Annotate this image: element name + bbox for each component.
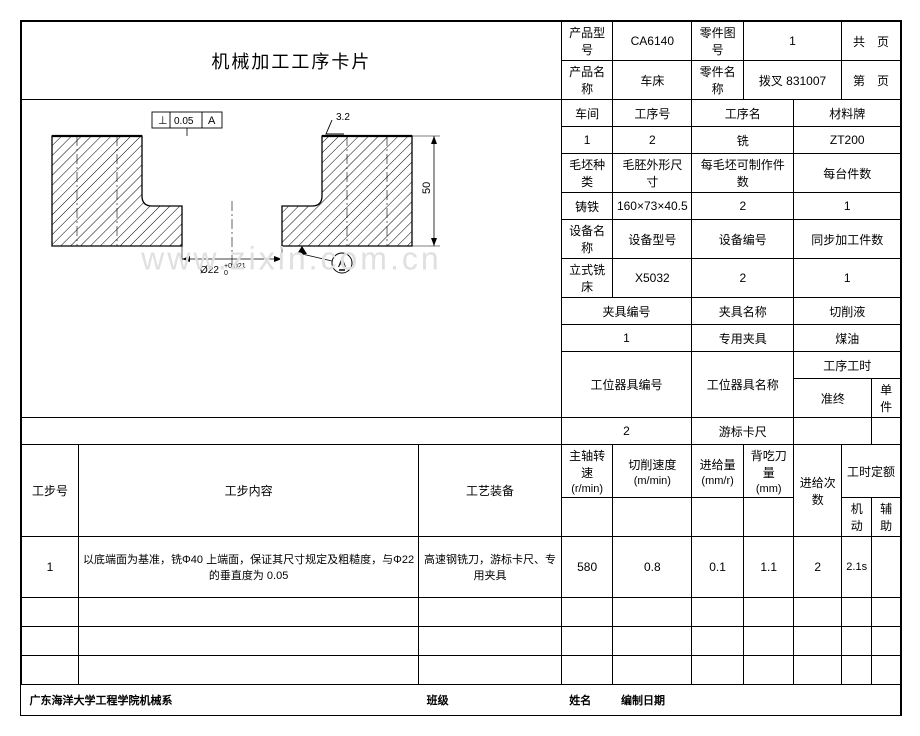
time-unit-val [872,418,901,445]
workshop-label: 车间 [561,100,613,127]
card-title: 机械加工工序卡片 [22,22,562,100]
table-row [22,627,901,656]
cell-cut: 0.8 [613,537,692,598]
process-name: 铣 [692,127,794,154]
cell-feed: 0.1 [692,537,744,598]
coolant: 煤油 [794,325,901,352]
h-depth: 背吃刀量(mm) [744,445,794,498]
equip-model: X5032 [613,259,692,298]
blank-size-label: 毛胚外形尺寸 [613,154,692,193]
equip-name: 立式铣床 [561,259,613,298]
time-unit-label: 单件 [872,379,901,418]
h-passes: 进给次数 [794,445,842,537]
time-prep-label: 准终 [794,379,872,418]
material: ZT200 [794,127,901,154]
h-equip: 工艺装备 [419,445,562,537]
cell-step: 1 [22,537,79,598]
proc-time-label: 工序工时 [794,352,901,379]
svg-text:A: A [338,256,346,270]
svg-text:A: A [208,115,216,127]
h-machine: 机动 [842,498,872,537]
blank-type: 铸铁 [561,193,613,220]
h-content: 工步内容 [79,445,419,537]
prod-model-label: 产品型号 [561,22,613,61]
fixture-no-label: 夹具编号 [561,298,691,325]
footer-date: 编制日期 [621,695,665,707]
svg-text:+0.021: +0.021 [224,263,246,270]
part-name-label: 零件名称 [692,61,744,100]
table-row [22,656,901,685]
table-row: 1 以底端面为基准，铣Φ40 上端面，保证其尺寸规定及粗糙度，与Φ22 的垂直度… [22,537,901,598]
prod-model: CA6140 [613,22,692,61]
cell-equip: 高速钢铣刀，游标卡尺、专用夹具 [419,537,562,598]
fixture-no: 1 [561,325,691,352]
cell-passes: 2 [794,537,842,598]
h-quota: 工时定额 [842,445,901,498]
fixture-name: 专用夹具 [692,325,794,352]
part-drawing: ⊥ 0.05 A 3.2 50 Ø22 [32,106,462,286]
svg-text:3.2: 3.2 [336,112,350,123]
process-name-label: 工序名 [692,100,794,127]
coolant-label: 切削液 [794,298,901,325]
h-aux: 辅助 [872,498,901,537]
equip-no: 2 [692,259,794,298]
footer: 广东海洋大学工程学院机械系 班级 姓名 编制日期 [22,685,901,716]
tool-no: 2 [561,418,691,445]
cell-spindle: 580 [561,537,613,598]
fixture-name-label: 夹具名称 [692,298,794,325]
part-no-label: 零件图号 [692,22,744,61]
page-this: 第 页 [842,61,901,100]
svg-text:Ø22: Ø22 [200,265,219,276]
workshop: 1 [561,127,613,154]
svg-text:0.05: 0.05 [174,116,194,127]
pcs-per: 2 [692,193,794,220]
equip-no-label: 设备编号 [692,220,794,259]
cell-tm: 2.1s [842,537,872,598]
h-spindle: 主轴转速(r/min) [561,445,613,498]
h-feed: 进给量(mm/r) [692,445,744,498]
tool-name-label: 工位器具名称 [692,352,794,418]
footer-name: 姓名 [569,695,591,707]
time-prep-val [794,418,872,445]
drawing-area: ⊥ 0.05 A 3.2 50 Ø22 [22,100,562,418]
svg-text:0: 0 [224,270,228,277]
pcs-batch: 1 [794,193,901,220]
part-name: 拨叉 831007 [744,61,842,100]
table-row [22,598,901,627]
pcs-per-label: 每毛坯可制作件数 [692,154,794,193]
tool-name: 游标卡尺 [692,418,794,445]
tool-no-label: 工位器具编号 [561,352,691,418]
cell-content: 以底端面为基准，铣Φ40 上端面，保证其尺寸规定及粗糙度，与Φ22 的垂直度为 … [79,537,419,598]
prod-name: 车床 [613,61,692,100]
svg-text:⊥: ⊥ [158,115,168,127]
page-total: 共 页 [842,22,901,61]
pcs-batch-label: 每台件数 [794,154,901,193]
svg-text:50: 50 [421,182,433,194]
part-no: 1 [744,22,842,61]
material-label: 材料牌 [794,100,901,127]
prod-name-label: 产品名称 [561,61,613,100]
h-cut: 切削速度(m/min) [613,445,692,498]
sync: 1 [794,259,901,298]
cell-ta [872,537,901,598]
footer-school: 广东海洋大学工程学院机械系 [30,695,173,707]
sync-label: 同步加工件数 [794,220,901,259]
blank-size: 160×73×40.5 [613,193,692,220]
process-card: 机械加工工序卡片 产品型号 CA6140 零件图号 1 共 页 产品名称 车床 … [20,20,902,716]
process-no: 2 [613,127,692,154]
h-step: 工步号 [22,445,79,537]
blank-type-label: 毛坯种类 [561,154,613,193]
process-no-label: 工序号 [613,100,692,127]
equip-name-label: 设备名称 [561,220,613,259]
footer-class: 班级 [427,695,449,707]
cell-depth: 1.1 [744,537,794,598]
equip-model-label: 设备型号 [613,220,692,259]
